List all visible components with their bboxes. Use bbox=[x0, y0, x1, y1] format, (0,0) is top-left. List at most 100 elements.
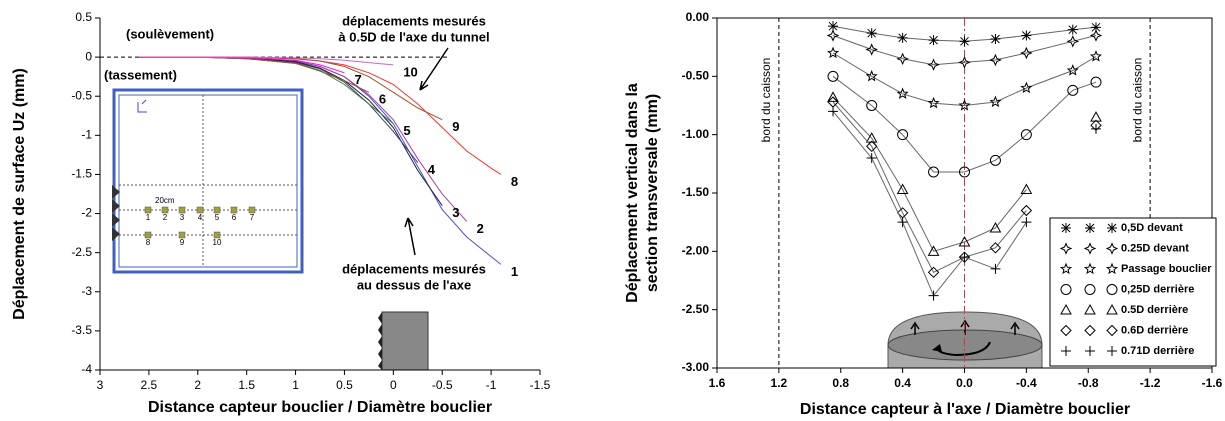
legend-marker bbox=[1106, 303, 1118, 315]
series-label: 8 bbox=[511, 174, 518, 189]
sensor-label: 2 bbox=[163, 213, 168, 222]
fit-curve bbox=[832, 52, 1097, 107]
x-tick-label: 3 bbox=[97, 378, 104, 392]
marker bbox=[1067, 24, 1078, 35]
y-tick-label: -2 bbox=[81, 206, 92, 220]
legend-marker bbox=[1059, 262, 1073, 275]
legend-marker bbox=[1106, 324, 1118, 337]
x-tick-label: -1.5 bbox=[530, 378, 551, 392]
x-tick-label: 1.6 bbox=[709, 376, 726, 390]
legend-marker bbox=[1085, 223, 1095, 233]
y-axis-label: section transversale (mm) bbox=[644, 94, 661, 292]
marker bbox=[959, 36, 970, 47]
legend-marker bbox=[1061, 223, 1071, 233]
marker bbox=[826, 29, 840, 42]
marker bbox=[1020, 204, 1033, 217]
annotation: (tassement) bbox=[104, 67, 177, 82]
y-tick-label: 0 bbox=[85, 49, 92, 63]
inset-diagram bbox=[112, 88, 304, 274]
sensor bbox=[213, 206, 221, 214]
legend-marker bbox=[1060, 324, 1072, 337]
x-axis-label: Distance capteur à l'axe / Diamètre bouc… bbox=[800, 401, 1130, 418]
y-axis-label: Déplacement de surface Uz (mm) bbox=[11, 68, 28, 320]
marker bbox=[896, 87, 909, 100]
legend-label: 0.5D derrière bbox=[1121, 304, 1188, 316]
legend-marker bbox=[1059, 242, 1073, 255]
fit-curve bbox=[832, 35, 1097, 66]
sensor-label: 3 bbox=[180, 213, 185, 222]
x-tick-label: 2.5 bbox=[141, 378, 158, 392]
marker bbox=[958, 56, 971, 69]
annotation: déplacements mesurés bbox=[342, 13, 486, 28]
marker bbox=[1090, 111, 1102, 122]
legend-box bbox=[1049, 217, 1217, 367]
legend-marker bbox=[1105, 242, 1119, 255]
sensor-label: 8 bbox=[146, 238, 151, 247]
legend-marker bbox=[1107, 346, 1117, 356]
marker bbox=[827, 91, 839, 102]
marker bbox=[958, 235, 971, 247]
marker bbox=[927, 58, 940, 71]
series-label: 10 bbox=[403, 64, 417, 79]
marker bbox=[865, 132, 878, 143]
x-tick-label: -0.8 bbox=[1078, 376, 1099, 390]
edge-label: bord du caisson bbox=[759, 58, 773, 143]
y-tick-label: -0.5 bbox=[71, 88, 92, 102]
series-label: 3 bbox=[452, 205, 459, 220]
marker bbox=[989, 221, 1002, 233]
marker bbox=[1020, 81, 1033, 94]
sensor-label: 6 bbox=[232, 213, 237, 222]
legend-marker bbox=[1083, 262, 1097, 275]
legend-marker bbox=[1060, 303, 1072, 315]
marker bbox=[990, 263, 1001, 274]
sensor bbox=[230, 206, 238, 214]
legend-marker bbox=[1105, 262, 1119, 275]
series-label: 1 bbox=[511, 264, 518, 279]
y-tick-label: -2.5 bbox=[71, 245, 92, 259]
y-tick-label: -1.5 bbox=[71, 167, 92, 181]
legend-marker bbox=[1084, 284, 1096, 295]
sensor-label: 4 bbox=[198, 213, 203, 222]
marker bbox=[989, 95, 1002, 108]
marker bbox=[897, 32, 908, 43]
series-label: 2 bbox=[477, 221, 484, 236]
x-tick-label: 1.5 bbox=[238, 378, 255, 392]
x-tick-label: 1 bbox=[292, 378, 299, 392]
x-tick-label: -0.5 bbox=[432, 378, 453, 392]
marker bbox=[866, 28, 877, 39]
x-tick-label: 0.8 bbox=[832, 376, 849, 390]
y-axis-label: Déplacement vertical dans la bbox=[624, 83, 641, 303]
marker bbox=[1021, 217, 1032, 228]
sensor bbox=[144, 231, 152, 239]
legend-label: 0.71D derrière bbox=[1121, 345, 1194, 357]
marker bbox=[1090, 76, 1102, 88]
legend-marker bbox=[1107, 223, 1117, 233]
legend-marker bbox=[1084, 324, 1096, 337]
y-tick-label: -1.00 bbox=[682, 127, 710, 141]
x-tick-label: 0 bbox=[390, 378, 397, 392]
marker bbox=[1020, 129, 1032, 141]
sensor-label: 1 bbox=[146, 213, 151, 222]
legend-label: 0,5D devant bbox=[1121, 222, 1183, 234]
sensor bbox=[161, 206, 169, 214]
marker bbox=[866, 153, 877, 163]
sensor-label: 5 bbox=[215, 213, 220, 222]
legend-marker bbox=[1085, 346, 1095, 356]
marker bbox=[865, 140, 878, 153]
y-tick-label: -3.5 bbox=[71, 323, 92, 337]
marker bbox=[827, 46, 840, 59]
arrow bbox=[419, 47, 449, 91]
y-tick-label: -3.00 bbox=[682, 360, 710, 374]
y-tick-label: -3 bbox=[81, 284, 92, 298]
legend-label: 0,25D derrière bbox=[1121, 283, 1194, 295]
annotation: au dessus de l'axe bbox=[357, 277, 471, 292]
x-tick-label: -1.6 bbox=[1202, 376, 1223, 390]
marker bbox=[1089, 29, 1103, 42]
marker bbox=[828, 106, 839, 117]
marker bbox=[990, 34, 1001, 44]
annotation: (soulèvement) bbox=[126, 26, 214, 41]
series-label: 6 bbox=[379, 92, 386, 107]
arrow bbox=[404, 217, 416, 256]
marker bbox=[958, 251, 971, 263]
